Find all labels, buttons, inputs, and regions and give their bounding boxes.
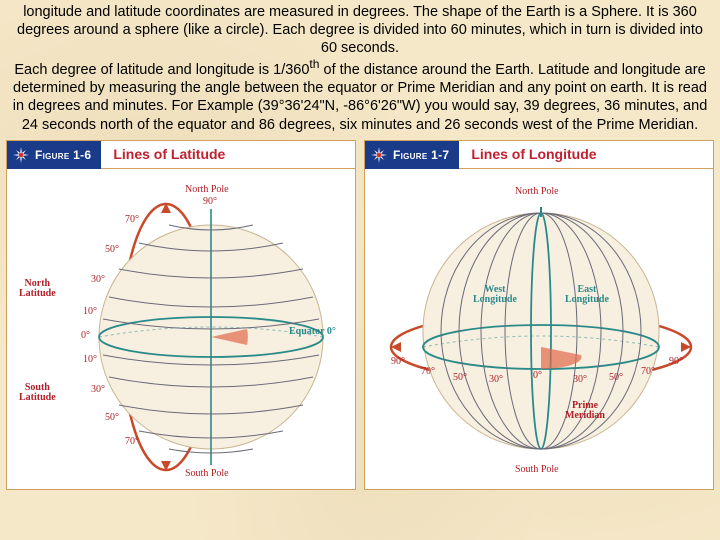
lbl-east-long: East Longitude xyxy=(565,285,609,305)
lbl-0r: 0° xyxy=(533,371,542,381)
lbl-50n: 50° xyxy=(105,245,119,255)
lbl-70s: 70° xyxy=(125,437,139,447)
starburst-icon xyxy=(371,147,387,163)
text-para1: longitude and latitude coordinates are m… xyxy=(17,4,703,56)
lbl-10n: 10° xyxy=(83,307,97,317)
lbl-north-pole: North Pole xyxy=(185,185,229,195)
lbl-west-long: West Longitude xyxy=(473,285,517,305)
lbl-equator: Equator 0° xyxy=(289,327,336,337)
lbl-10s: 10° xyxy=(83,355,97,365)
lbl-30n: 30° xyxy=(91,275,105,285)
figure-header-right: Figure 1-7 Lines of Longitude xyxy=(365,141,713,169)
figure-1-7: Figure 1-7 Lines of Longitude xyxy=(364,140,714,490)
lbl-50r: 50° xyxy=(609,373,623,383)
lbl-50l: 50° xyxy=(453,373,467,383)
lbl-70l: 70° xyxy=(421,367,435,377)
lbl-south-pole: South Pole xyxy=(185,469,229,479)
lbl-north-pole-r: North Pole xyxy=(515,187,559,197)
lbl-0: 0° xyxy=(81,331,90,341)
figure-badge-right: Figure 1-7 xyxy=(365,141,459,169)
figure-title-right: Lines of Longitude xyxy=(459,141,713,169)
lbl-30r: 30° xyxy=(573,375,587,385)
longitude-diagram: North Pole South Pole West Longitude Eas… xyxy=(365,169,713,489)
lbl-south-lat: South Latitude xyxy=(19,383,56,403)
text-para2a: Each degree of latitude and longitude is… xyxy=(14,62,309,78)
explainer-text: longitude and latitude coordinates are m… xyxy=(0,0,720,140)
lbl-south-pole-r: South Pole xyxy=(515,465,559,475)
lbl-90l: 90° xyxy=(391,357,405,367)
lbl-90r: 90° xyxy=(669,357,683,367)
figure-title-left: Lines of Latitude xyxy=(101,141,355,169)
latitude-diagram: North Pole 90° 70° 50° 30° 10° 0° 10° 30… xyxy=(7,169,355,489)
lbl-north-lat: North Latitude xyxy=(19,279,56,299)
figure-badge-left: Figure 1-6 xyxy=(7,141,101,169)
figure-badge-left-text: Figure 1-6 xyxy=(35,148,91,162)
text-sup: th xyxy=(309,57,319,71)
lbl-30s: 30° xyxy=(91,385,105,395)
figure-header-left: Figure 1-6 Lines of Latitude xyxy=(7,141,355,169)
figure-badge-right-text: Figure 1-7 xyxy=(393,148,449,162)
lbl-prime: Prime Meridian xyxy=(565,401,605,421)
figures-row: Figure 1-6 Lines of Latitude xyxy=(0,140,720,490)
lbl-50s: 50° xyxy=(105,413,119,423)
figure-1-6: Figure 1-6 Lines of Latitude xyxy=(6,140,356,490)
starburst-icon xyxy=(13,147,29,163)
lbl-90n: 90° xyxy=(203,197,217,207)
lbl-70n: 70° xyxy=(125,215,139,225)
lbl-30l: 30° xyxy=(489,375,503,385)
lbl-70r: 70° xyxy=(641,367,655,377)
